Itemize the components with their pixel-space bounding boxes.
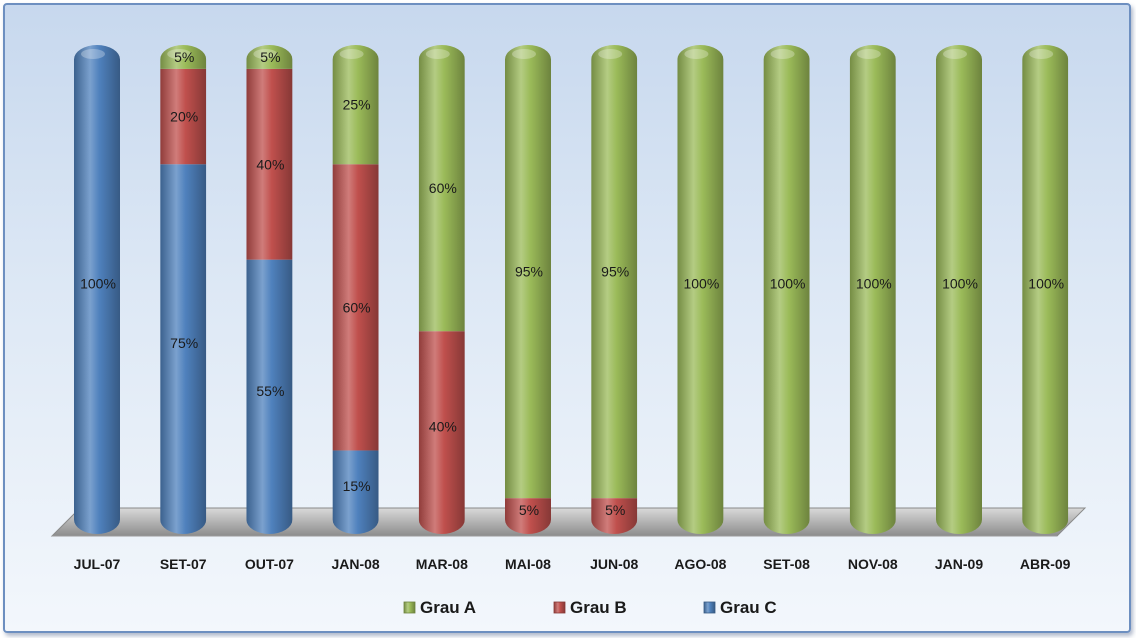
bar-segment-grau-c-jan-08 — [332, 450, 379, 534]
data-label: 100% — [80, 276, 116, 292]
legend-label: Grau A — [420, 598, 476, 617]
bar-segment-grau-b-mai-08 — [505, 498, 551, 534]
chart-floor — [50, 507, 1087, 537]
bar-segment-grau-c-out-07 — [246, 259, 293, 534]
bar-segment-grau-a-jun-08 — [591, 45, 638, 499]
x-tick-label: ABR-09 — [1020, 556, 1071, 572]
bar-segment-grau-a-jan-08 — [332, 45, 379, 165]
bars-group — [74, 45, 1069, 534]
bar-segment-grau-a-abr-09 — [1022, 45, 1069, 534]
legend-label: Grau C — [720, 598, 777, 617]
bar-segment-grau-b-jun-08 — [591, 498, 638, 534]
bar-segment-grau-a-set-07 — [160, 45, 207, 69]
bar-segment-grau-b-set-07 — [160, 68, 207, 165]
segment-labels: 100% 75% 20% 5% 55% 40% 5% 15% 60% 25% 40% 60% 5% 95%… — [80, 49, 1064, 518]
data-label: 5% — [519, 502, 539, 518]
data-label: 100% — [856, 276, 892, 292]
bar-segment-grau-a-jan-09 — [936, 45, 982, 534]
legend-swatch-grau-c — [703, 601, 716, 614]
data-label: 15% — [343, 478, 371, 494]
legend-swatch-grau-b — [553, 601, 566, 614]
x-tick-label: JAN-08 — [331, 556, 379, 572]
bar-highlight — [81, 49, 105, 59]
x-tick-label: JAN-09 — [935, 556, 983, 572]
bar-segment-grau-b-mar-08 — [418, 331, 465, 534]
data-label: 75% — [170, 335, 198, 351]
bar-segment-grau-b-out-07 — [246, 68, 293, 260]
data-label: 100% — [770, 276, 806, 292]
bar-highlight — [425, 49, 450, 59]
bar-highlight — [598, 49, 623, 59]
legend-label: Grau B — [570, 598, 627, 617]
data-label: 5% — [260, 49, 280, 65]
bar-highlight — [856, 49, 881, 59]
bar-segment-grau-c-jul-07 — [74, 45, 120, 534]
bar-segment-grau-a-ago-08 — [677, 45, 724, 534]
bar-highlight — [1029, 49, 1054, 59]
bar-segment-grau-c-set-07 — [160, 164, 207, 534]
legend-swatch-grau-a — [403, 601, 416, 614]
data-label: 5% — [174, 49, 194, 65]
bar-segment-grau-a-mai-08 — [505, 45, 551, 499]
data-label: 95% — [601, 264, 629, 280]
x-tick-label: OUT-07 — [245, 556, 294, 572]
x-tick-label: SET-07 — [160, 556, 207, 572]
data-label: 5% — [605, 502, 625, 518]
bar-highlight — [684, 49, 709, 59]
bar-highlight — [512, 49, 536, 59]
bar-highlight — [253, 49, 278, 59]
data-label: 40% — [256, 156, 284, 172]
bar-segment-grau-a-mar-08 — [418, 45, 465, 332]
data-label: 95% — [515, 264, 543, 280]
data-label: 25% — [343, 97, 371, 113]
x-tick-label: SET-08 — [763, 556, 810, 572]
x-tick-label: MAR-08 — [416, 556, 468, 572]
x-tick-label: MAI-08 — [505, 556, 551, 572]
bar-segment-grau-a-set-08 — [763, 45, 810, 534]
x-tick-label: JUL-07 — [74, 556, 121, 572]
bar-highlight — [770, 49, 795, 59]
data-label: 100% — [683, 276, 719, 292]
data-label: 100% — [1028, 276, 1064, 292]
bar-highlight — [339, 49, 364, 59]
data-label: 40% — [429, 419, 457, 435]
data-label: 60% — [343, 299, 371, 315]
data-label: 55% — [256, 383, 284, 399]
bar-highlight — [167, 49, 192, 59]
x-tick-label: NOV-08 — [848, 556, 898, 572]
x-tick-label: JUN-08 — [590, 556, 638, 572]
bar-highlight — [943, 49, 967, 59]
data-label: 20% — [170, 109, 198, 125]
bar-segment-grau-b-jan-08 — [332, 164, 379, 451]
x-tick-label: AGO-08 — [674, 556, 726, 572]
data-label: 100% — [942, 276, 978, 292]
bar-segment-grau-a-nov-08 — [849, 45, 896, 534]
bar-segment-grau-a-out-07 — [246, 45, 293, 69]
data-label: 60% — [429, 180, 457, 196]
